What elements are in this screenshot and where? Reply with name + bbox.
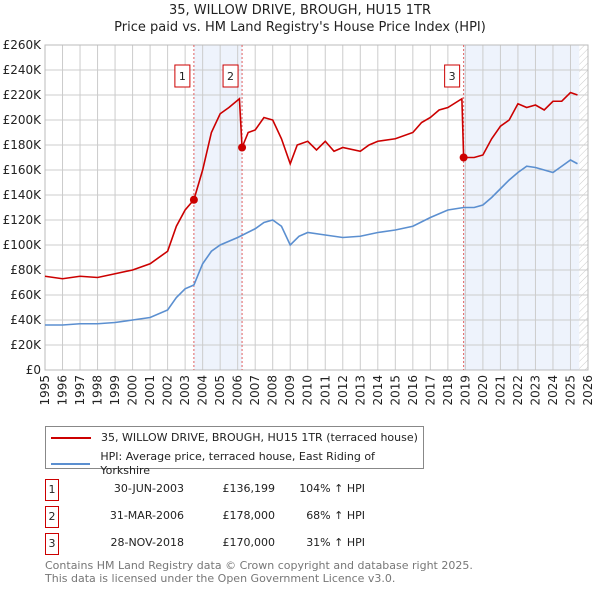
y-tick-label: £180K (3, 138, 43, 152)
sale-number: 3 (45, 533, 59, 555)
sale-label-box (444, 64, 461, 88)
x-tick-label: 2011 (318, 375, 332, 406)
x-tick-label: 2019 (458, 375, 472, 406)
sale-label: 2 (227, 70, 234, 83)
chart-title: 35, WILLOW DRIVE, BROUGH, HU15 1TR (168, 3, 431, 18)
x-tick-label: 2000 (126, 375, 140, 406)
x-tick-label: 1995 (38, 375, 52, 406)
x-tick-label: 2018 (441, 375, 455, 406)
price-chart: 1995 1996 1997 1998 1999 2000 2001 2002 2003 2004… (3, 38, 595, 406)
sale-label: 3 (449, 70, 456, 83)
footer-line: Contains HM Land Registry data © Crown c… (45, 559, 473, 572)
plot-frame (44, 44, 589, 371)
footer-line: This data is licensed under the Open Gov… (45, 572, 396, 585)
x-tick-label: 2014 (371, 375, 385, 406)
sale-row: 3 28-NOV-2018 £170,000 31% ↑ HPI (45, 533, 445, 555)
x-tick-label: 2024 (546, 375, 560, 406)
x-tick-label: 2013 (353, 375, 367, 406)
sale-label: 1 (179, 70, 186, 83)
sale-price: £170,000 (222, 536, 276, 549)
legend-item-property: 35, WILLOW DRIVE, BROUGH, HU15 1TR (terr… (51, 431, 418, 445)
future-hatch (579, 45, 588, 370)
y-tick-label: £220K (3, 88, 43, 102)
y-tick-label: £80K (10, 263, 42, 277)
legend-swatch (51, 463, 91, 465)
x-tick-label: 2004 (196, 375, 210, 406)
y-tick-label: £0 (26, 363, 41, 377)
sale-point (189, 195, 198, 204)
sale-hpi-change: 31% ↑ HPI (306, 536, 365, 549)
y-tick-label: £140K (3, 188, 43, 202)
sale-hpi-change: 68% ↑ HPI (306, 509, 365, 522)
x-tick-label: 2007 (248, 375, 262, 406)
sale-point (459, 153, 468, 162)
y-tick-label: £240K (3, 63, 43, 77)
y-tick-label: £200K (3, 113, 43, 127)
sale-price: £136,199 (222, 482, 276, 495)
sale-label-box (174, 64, 191, 88)
x-tick-label: 2017 (423, 375, 437, 406)
y-tick-label: £120K (3, 213, 43, 227)
x-tick-label: 2025 (563, 375, 577, 406)
sale-date: 30-JUN-2003 (113, 482, 184, 495)
sale-point (238, 143, 247, 152)
sale-label-box (222, 64, 239, 88)
sale-date: 28-NOV-2018 (110, 536, 184, 549)
sale-date: 31-MAR-2006 (109, 509, 184, 522)
legend-item-hpi: HPI: Average price, terraced house, East… (51, 450, 423, 478)
x-tick-label: 2010 (301, 375, 315, 406)
legend-swatch (51, 437, 91, 439)
x-tick-label: 2006 (231, 375, 245, 406)
x-tick-label: 2023 (528, 375, 542, 406)
sale-price: £178,000 (222, 509, 276, 522)
legend-label: 35, WILLOW DRIVE, BROUGH, HU15 1TR (terr… (101, 431, 418, 444)
y-tick-label: £160K (3, 163, 43, 177)
x-tick-label: 2009 (283, 375, 297, 406)
x-tick-label: 2003 (178, 375, 192, 406)
x-tick-label: 2020 (476, 375, 490, 406)
legend: 35, WILLOW DRIVE, BROUGH, HU15 1TR (terr… (45, 426, 424, 477)
x-tick-label: 2001 (143, 375, 157, 406)
sale-row: 2 31-MAR-2006 £178,000 68% ↑ HPI (45, 506, 445, 528)
y-tick-label: £60K (10, 288, 42, 302)
sale-row: 1 30-JUN-2003 £136,199 104% ↑ HPI (45, 479, 445, 501)
x-tick-label: 2026 (581, 375, 595, 406)
x-tick-label: 1997 (73, 375, 87, 406)
x-tick-label: 2005 (213, 375, 227, 406)
x-tick-label: 2015 (388, 375, 402, 406)
x-tick-label: 2012 (336, 375, 350, 406)
hpi-line (45, 159, 578, 326)
x-tick-label: 2021 (493, 375, 507, 406)
x-tick-label: 2022 (511, 375, 525, 406)
footer: Contains HM Land Registry data © Crown c… (45, 559, 473, 585)
y-tick-label: £40K (10, 313, 42, 327)
x-tick-label: 2008 (266, 375, 280, 406)
x-tick-label: 2016 (406, 375, 420, 406)
x-tick-label: 1996 (56, 375, 70, 406)
y-tick-label: £20K (10, 338, 42, 352)
x-tick-label: 1998 (91, 375, 105, 406)
x-tick-label: 1999 (108, 375, 122, 406)
sale-hpi-change: 104% ↑ HPI (299, 482, 365, 495)
shaded-region (193, 45, 243, 370)
shaded-region (463, 45, 580, 370)
y-tick-label: £260K (3, 38, 43, 52)
sale-number: 2 (45, 506, 59, 528)
property-price-line (44, 91, 578, 280)
legend-label: HPI: Average price, terraced house, East… (100, 450, 375, 477)
x-tick-label: 2002 (161, 375, 175, 406)
y-tick-label: £100K (3, 238, 43, 252)
sale-number: 1 (45, 479, 59, 501)
chart-subtitle: Price paid vs. HM Land Registry's House … (114, 20, 486, 35)
